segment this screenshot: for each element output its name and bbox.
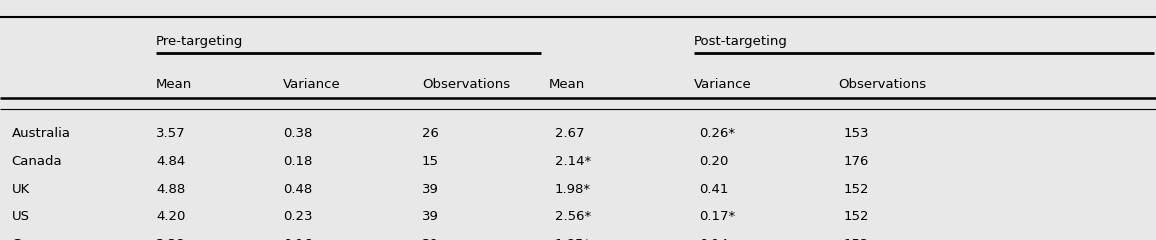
Text: Variance: Variance bbox=[694, 78, 751, 91]
Text: 4.84: 4.84 bbox=[156, 155, 185, 168]
Text: 3.38: 3.38 bbox=[156, 238, 186, 240]
Text: 152: 152 bbox=[844, 210, 869, 223]
Text: 0.38: 0.38 bbox=[283, 127, 312, 140]
Text: 152: 152 bbox=[844, 238, 869, 240]
Text: 176: 176 bbox=[844, 155, 869, 168]
Text: Pre-targeting: Pre-targeting bbox=[156, 35, 244, 48]
Text: US: US bbox=[12, 210, 30, 223]
Text: 3.57: 3.57 bbox=[156, 127, 186, 140]
Text: 1.85*: 1.85* bbox=[555, 238, 591, 240]
Text: Mean: Mean bbox=[549, 78, 585, 91]
Text: 0.23: 0.23 bbox=[283, 210, 313, 223]
Text: 15: 15 bbox=[422, 155, 439, 168]
Text: 0.26*: 0.26* bbox=[699, 127, 735, 140]
Text: Variance: Variance bbox=[283, 78, 341, 91]
Text: 0.48: 0.48 bbox=[283, 183, 312, 196]
Text: 39: 39 bbox=[422, 238, 439, 240]
Text: 153: 153 bbox=[844, 127, 869, 140]
Text: 0.41: 0.41 bbox=[699, 183, 728, 196]
Text: 2.56*: 2.56* bbox=[555, 210, 591, 223]
Text: Canada: Canada bbox=[12, 155, 62, 168]
Text: 4.20: 4.20 bbox=[156, 210, 185, 223]
Text: 39: 39 bbox=[422, 210, 439, 223]
Text: Australia: Australia bbox=[12, 127, 71, 140]
Text: 39: 39 bbox=[422, 183, 439, 196]
Text: 2.67: 2.67 bbox=[555, 127, 585, 140]
Text: 0.18: 0.18 bbox=[283, 155, 312, 168]
Text: 2.14*: 2.14* bbox=[555, 155, 591, 168]
Text: 0.16: 0.16 bbox=[283, 238, 312, 240]
Text: 152: 152 bbox=[844, 183, 869, 196]
Text: Observations: Observations bbox=[422, 78, 510, 91]
Text: 0.17*: 0.17* bbox=[699, 210, 735, 223]
Text: 1.98*: 1.98* bbox=[555, 183, 591, 196]
Text: UK: UK bbox=[12, 183, 30, 196]
Text: 0.14: 0.14 bbox=[699, 238, 728, 240]
Text: Mean: Mean bbox=[156, 78, 192, 91]
Text: Germany: Germany bbox=[12, 238, 73, 240]
Text: 0.20: 0.20 bbox=[699, 155, 728, 168]
Text: Observations: Observations bbox=[838, 78, 926, 91]
Text: 4.88: 4.88 bbox=[156, 183, 185, 196]
Text: 26: 26 bbox=[422, 127, 439, 140]
Text: Post-targeting: Post-targeting bbox=[694, 35, 787, 48]
